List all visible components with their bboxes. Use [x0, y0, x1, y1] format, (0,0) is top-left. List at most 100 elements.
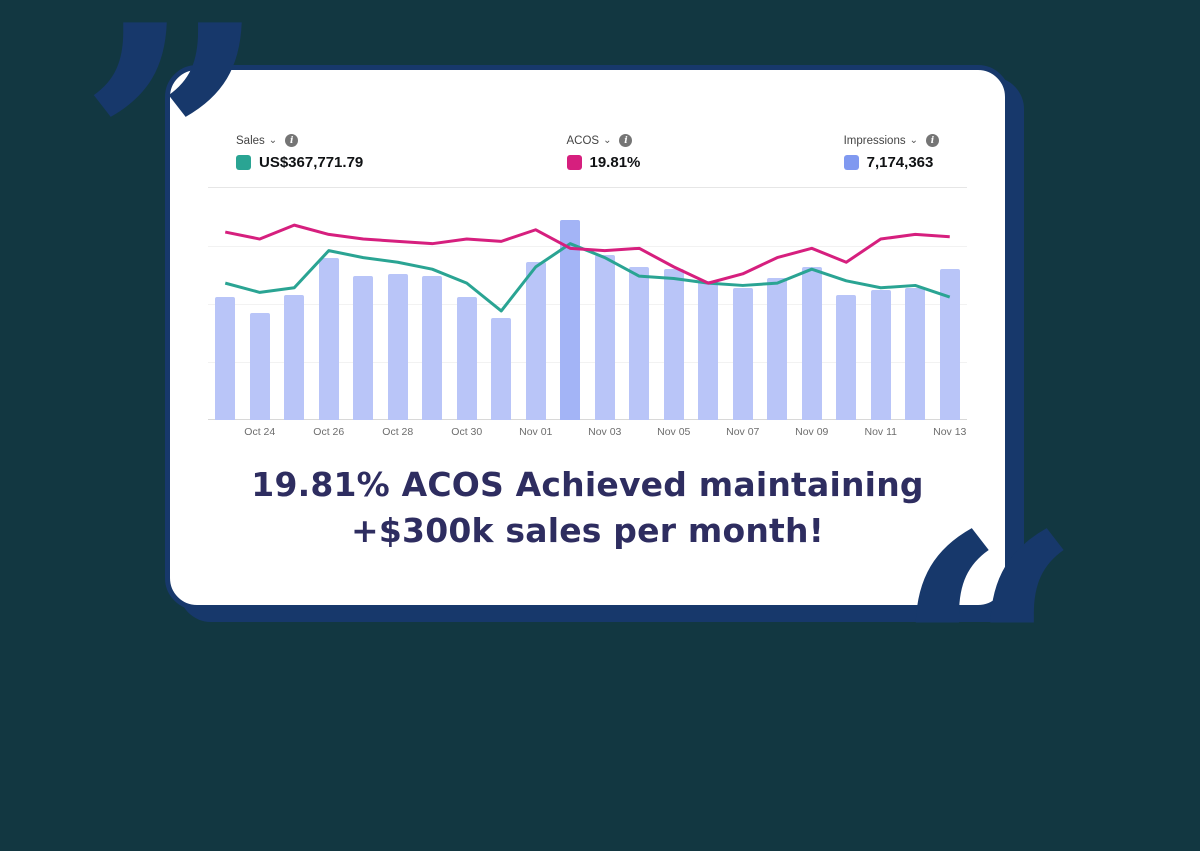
sales-value-row: US$367,771.79	[236, 154, 363, 171]
x-axis-label	[760, 426, 795, 438]
legend-acos: ACOS ⌄ i 19.81%	[566, 134, 641, 171]
sales-value: US$367,771.79	[259, 154, 364, 171]
x-axis-label	[415, 426, 450, 438]
metric-lines	[208, 188, 967, 420]
impressions-bar	[560, 220, 581, 420]
caption-line-1: 19.81% ACOS Achieved maintaining	[251, 465, 924, 504]
impressions-bar	[491, 317, 512, 420]
acos-color-swatch	[566, 155, 582, 170]
x-axis-label: Oct 28	[382, 426, 414, 438]
testimonial-card: Sales ⌄ i US$367,771.79 ACOS ⌄ i 19.81%	[165, 65, 1010, 610]
bar-slot	[519, 188, 554, 420]
impressions-bar	[870, 290, 891, 420]
chevron-down-icon[interactable]: ⌄	[268, 134, 278, 146]
x-axis-label: Nov 03	[588, 426, 622, 438]
chart-legend: Sales ⌄ i US$367,771.79 ACOS ⌄ i 19.81%	[208, 134, 967, 171]
bar-slot	[898, 188, 933, 420]
x-axis-label	[622, 426, 657, 438]
bar-slot	[760, 188, 795, 420]
x-axis-label: Nov 01	[519, 426, 553, 438]
x-axis-label: Nov 07	[726, 426, 760, 438]
bar-slot	[450, 188, 485, 420]
impressions-bar	[525, 262, 546, 420]
legend-chart-divider	[208, 187, 967, 188]
x-axis-label	[898, 426, 933, 438]
info-icon[interactable]: i	[285, 134, 299, 147]
impressions-bar	[767, 278, 788, 420]
x-axis-label: Oct 24	[244, 426, 276, 438]
bar-slot	[208, 188, 243, 420]
bar-slot	[864, 188, 899, 420]
acos-line	[225, 225, 950, 283]
x-axis-label: Oct 30	[451, 426, 483, 438]
impressions-bar	[939, 269, 960, 420]
impressions-value-row: 7,174,363	[843, 154, 939, 171]
acos-metric-label: ACOS	[566, 134, 600, 147]
bar-slot	[657, 188, 692, 420]
impressions-bar	[594, 255, 615, 420]
sales-metric-label: Sales	[236, 134, 265, 147]
bar-slot	[484, 188, 519, 420]
gridline	[208, 362, 967, 363]
bar-slot	[346, 188, 381, 420]
impressions-bar	[629, 266, 650, 420]
impressions-bar	[387, 273, 408, 420]
bar-slot	[381, 188, 416, 420]
sales-line	[225, 244, 950, 311]
bar-slot	[933, 188, 968, 420]
chevron-down-icon[interactable]: ⌄	[603, 134, 612, 146]
caption-line-2: +$300k sales per month!	[351, 510, 824, 550]
gridline	[208, 304, 967, 305]
sales-color-swatch	[236, 155, 251, 170]
x-axis-label	[553, 426, 588, 438]
x-axis-label	[829, 426, 864, 438]
impressions-bar	[663, 269, 684, 420]
testimonial-caption: 19.81% ACOS Achieved maintaining +$300k …	[208, 462, 967, 553]
acos-value-row: 19.81%	[566, 154, 641, 171]
x-axis-label: Oct 26	[313, 426, 345, 438]
bar-slot	[588, 188, 623, 420]
info-icon[interactable]: i	[926, 134, 939, 147]
impressions-bar	[456, 297, 477, 420]
bar-slot	[622, 188, 657, 420]
gridline	[208, 246, 967, 247]
bar-slot	[277, 188, 312, 420]
bar-slot	[312, 188, 347, 420]
x-axis-label: Nov 13	[933, 426, 967, 438]
bar-slot	[726, 188, 761, 420]
acos-dropdown[interactable]: ACOS ⌄ i	[567, 134, 641, 147]
bar-slot	[553, 188, 588, 420]
bar-slot	[243, 188, 278, 420]
x-axis-label: Nov 11	[864, 426, 898, 438]
x-axis-label	[484, 426, 519, 438]
impressions-bar	[318, 257, 339, 420]
bar-slot	[829, 188, 864, 420]
x-axis-line	[208, 419, 967, 420]
bar-slot	[691, 188, 726, 420]
sales-dropdown[interactable]: Sales ⌄ i	[236, 134, 363, 147]
legend-impressions: Impressions ⌄ i 7,174,363	[843, 134, 939, 171]
x-axis-label: Nov 09	[795, 426, 829, 438]
impressions-metric-label: Impressions	[843, 134, 906, 147]
legend-sales: Sales ⌄ i US$367,771.79	[236, 134, 363, 171]
impressions-bar	[905, 287, 926, 420]
impressions-bar	[215, 297, 236, 420]
bar-slot	[415, 188, 450, 420]
impressions-bars	[208, 188, 967, 420]
chevron-down-icon[interactable]: ⌄	[909, 134, 918, 146]
impressions-bar	[836, 294, 857, 420]
page-background: { "page": { "background_color": "#123741…	[78, 0, 1083, 822]
x-axis-label	[208, 426, 243, 438]
impressions-bar	[801, 266, 822, 420]
x-axis-label: Nov 05	[657, 426, 691, 438]
impressions-dropdown[interactable]: Impressions ⌄ i	[844, 134, 939, 147]
info-icon[interactable]: i	[619, 134, 633, 147]
impressions-color-swatch	[843, 155, 859, 170]
impressions-bar	[732, 287, 753, 420]
bar-slot	[795, 188, 830, 420]
impressions-bar	[249, 313, 270, 420]
acos-value: 19.81%	[589, 154, 641, 171]
x-axis-labels: Oct 24 Oct 26 Oct 28 Oct 30 Nov 01 Nov 03 Nov …	[208, 426, 967, 438]
impressions-bar	[422, 276, 443, 420]
x-axis-label	[277, 426, 312, 438]
